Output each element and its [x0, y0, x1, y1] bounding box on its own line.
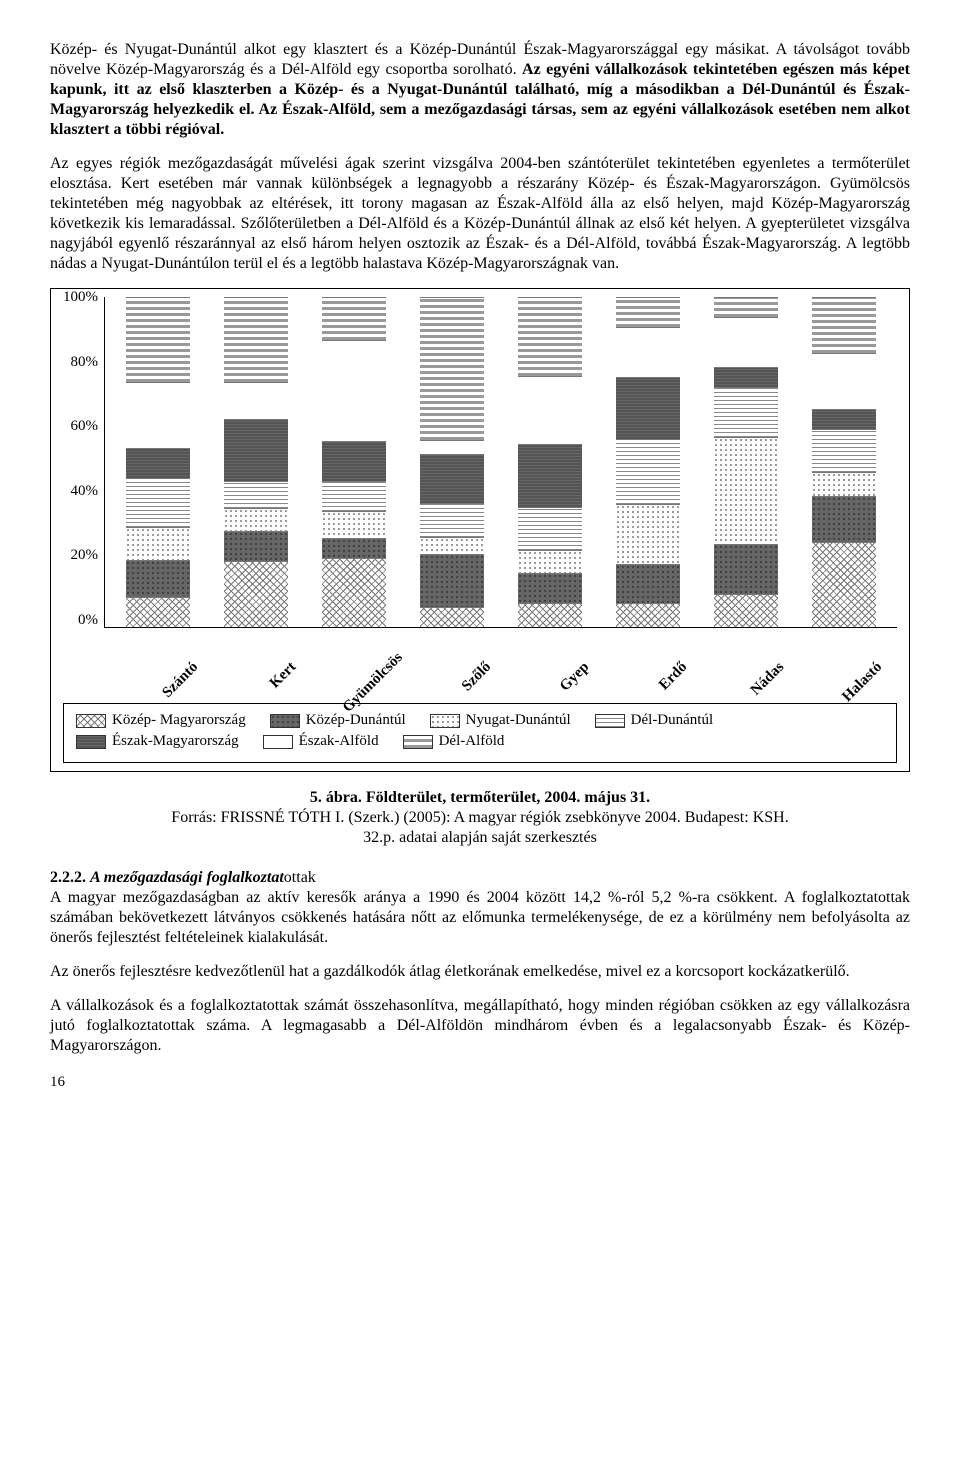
bar-segment — [126, 297, 190, 382]
bar — [420, 297, 484, 627]
bar-segment — [224, 481, 288, 508]
bar-segment — [518, 444, 582, 506]
plot-area — [104, 297, 897, 628]
bar-segment — [126, 478, 190, 527]
bar-segment — [322, 340, 386, 441]
paragraph-2: Az egyes régiók mezőgazdaságát művelési … — [50, 154, 910, 274]
paragraph-4: Az önerős fejlesztésre kedvezőtlenül hat… — [50, 962, 910, 982]
bar-segment — [224, 508, 288, 532]
bar-segment — [322, 481, 386, 511]
bar-segment — [714, 297, 778, 317]
legend-item: Észak-Magyarország — [76, 733, 239, 750]
stacked-bar-chart: 100% 80% 60% 40% 20% 0% SzántóKertGyümölcsösS… — [50, 288, 910, 772]
bar-segment — [224, 297, 288, 382]
bar-segment — [518, 507, 582, 550]
bar-segment — [420, 607, 484, 627]
bar-segment — [126, 448, 190, 478]
bar-segment — [616, 603, 680, 627]
bar-segment — [518, 573, 582, 603]
bar-segment — [714, 367, 778, 387]
legend-swatch — [76, 735, 106, 749]
bar-segment — [812, 496, 876, 542]
bar-segment — [812, 353, 876, 409]
y-tick: 100% — [63, 289, 98, 306]
bar-segment — [420, 554, 484, 607]
bar-segment — [420, 297, 484, 440]
caption-source-1: Forrás: FRISSNÉ TÓTH I. (Szerk.) (2005):… — [50, 808, 910, 828]
bar-segment — [812, 409, 876, 429]
y-tick: 40% — [71, 483, 99, 500]
legend-swatch — [76, 714, 106, 728]
bar-segment — [322, 511, 386, 538]
bar-segment — [322, 441, 386, 481]
y-tick: 60% — [71, 418, 99, 435]
paragraph-3: A magyar mezőgazdaságban az aktív kereső… — [50, 888, 910, 948]
figure-caption: 5. ábra. Földterület, termőterület, 2004… — [50, 788, 910, 848]
bar-segment — [714, 387, 778, 436]
bar-segment — [616, 439, 680, 505]
bar-segment — [616, 504, 680, 563]
bar-segment — [420, 454, 484, 503]
bar — [322, 297, 386, 627]
section-heading: 2.2.2. A mezőgazdasági foglalkoztatottak — [50, 868, 910, 888]
bar-segment — [420, 440, 484, 454]
bar-segment — [714, 437, 778, 545]
bar-segment — [420, 503, 484, 536]
section-title-suffix: ottak — [284, 869, 316, 886]
bar-segment — [224, 561, 288, 627]
bar-segment — [322, 297, 386, 340]
bar-segment — [224, 531, 288, 561]
paragraph-5: A vállalkozások és a foglalkoztatottak s… — [50, 996, 910, 1056]
bar-segment — [322, 538, 386, 558]
paragraph-1: Közép- és Nyugat-Dunántúl alkot egy klas… — [50, 40, 910, 140]
bar-segment — [224, 382, 288, 419]
bar-segment — [812, 472, 876, 496]
bar-segment — [518, 550, 582, 574]
bar — [224, 297, 288, 627]
bar-segment — [518, 376, 582, 445]
section-number: 2.2.2. — [50, 869, 90, 886]
y-tick: 80% — [71, 354, 99, 371]
bar-segment — [126, 597, 190, 627]
bar-segment — [126, 560, 190, 597]
bar-segment — [420, 537, 484, 554]
bar-segment — [322, 558, 386, 627]
bar-segment — [616, 327, 680, 376]
bar-segment — [812, 542, 876, 627]
bar — [812, 297, 876, 627]
bar-segment — [714, 317, 778, 366]
y-tick: 20% — [71, 547, 99, 564]
bar-segment — [518, 603, 582, 627]
y-tick: 0% — [78, 612, 98, 629]
bar-segment — [812, 297, 876, 353]
bar — [518, 297, 582, 627]
caption-title: 5. ábra. Földterület, termőterület, 2004… — [50, 788, 910, 808]
bar-segment — [224, 419, 288, 481]
legend-label: Észak-Alföld — [299, 733, 379, 750]
bar-segment — [616, 377, 680, 439]
bar-segment — [518, 297, 582, 376]
bar-segment — [616, 564, 680, 604]
bar — [714, 297, 778, 627]
bar-segment — [714, 544, 778, 593]
x-axis: SzántóKertGyümölcsösSzőlőGyepErdőNádasHa… — [115, 633, 897, 693]
bar — [616, 297, 680, 627]
legend-swatch — [403, 735, 433, 749]
bar-segment — [126, 382, 190, 448]
bar — [126, 297, 190, 627]
bar-segment — [714, 594, 778, 627]
section-title-text: A mezőgazdasági foglalkoztat — [90, 869, 284, 886]
bar-segment — [812, 429, 876, 472]
y-axis: 100% 80% 60% 40% 20% 0% — [63, 289, 104, 629]
page-number: 16 — [50, 1074, 910, 1091]
bar-segment — [126, 527, 190, 560]
bar-segment — [616, 297, 680, 327]
caption-source-2: 32.p. adatai alapján saját szerkesztés — [50, 828, 910, 848]
